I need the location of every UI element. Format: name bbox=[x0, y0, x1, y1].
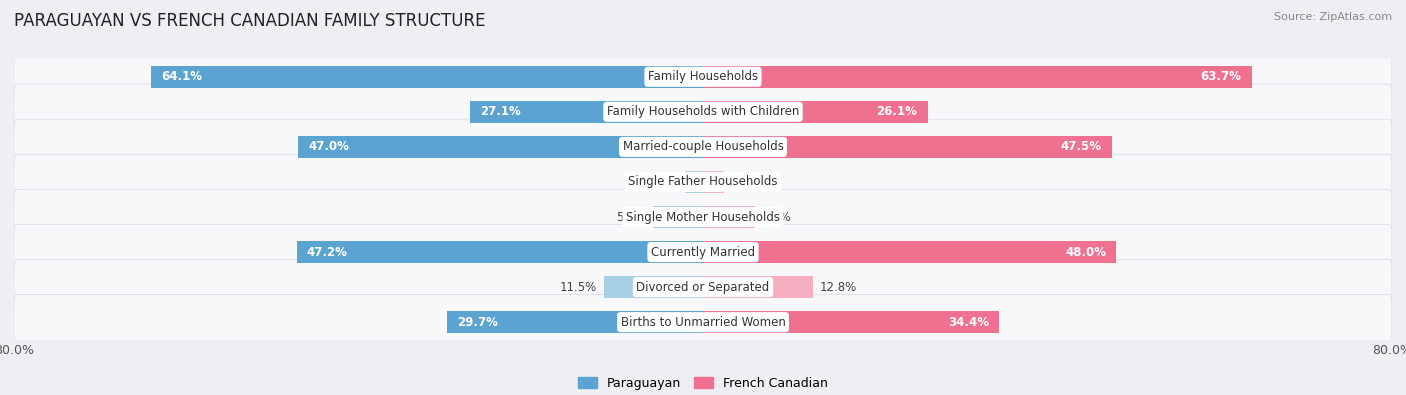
Text: 63.7%: 63.7% bbox=[1201, 70, 1241, 83]
Text: Family Households with Children: Family Households with Children bbox=[607, 105, 799, 118]
FancyBboxPatch shape bbox=[14, 295, 1392, 350]
Bar bbox=[703, 241, 1116, 263]
FancyBboxPatch shape bbox=[14, 49, 1392, 104]
Text: PARAGUAYAN VS FRENCH CANADIAN FAMILY STRUCTURE: PARAGUAYAN VS FRENCH CANADIAN FAMILY STR… bbox=[14, 12, 485, 30]
Bar bbox=[703, 276, 813, 298]
Text: 6.0%: 6.0% bbox=[762, 211, 792, 224]
Text: Family Households: Family Households bbox=[648, 70, 758, 83]
Text: 2.1%: 2.1% bbox=[648, 175, 678, 188]
FancyBboxPatch shape bbox=[14, 154, 1392, 210]
Bar bbox=[703, 206, 755, 228]
FancyBboxPatch shape bbox=[14, 119, 1392, 175]
Bar bbox=[685, 171, 703, 193]
Bar bbox=[447, 311, 703, 333]
Text: Births to Unmarried Women: Births to Unmarried Women bbox=[620, 316, 786, 329]
Text: Currently Married: Currently Married bbox=[651, 246, 755, 259]
Text: Married-couple Households: Married-couple Households bbox=[623, 140, 783, 153]
Text: 27.1%: 27.1% bbox=[479, 105, 520, 118]
Bar bbox=[470, 101, 703, 123]
Text: 47.2%: 47.2% bbox=[307, 246, 347, 259]
Bar bbox=[605, 276, 703, 298]
FancyBboxPatch shape bbox=[14, 189, 1392, 245]
Text: Divorced or Separated: Divorced or Separated bbox=[637, 280, 769, 293]
Text: 5.8%: 5.8% bbox=[617, 211, 647, 224]
Text: Single Father Households: Single Father Households bbox=[628, 175, 778, 188]
Bar bbox=[297, 241, 703, 263]
FancyBboxPatch shape bbox=[14, 84, 1392, 139]
Bar bbox=[703, 171, 724, 193]
Text: 47.5%: 47.5% bbox=[1060, 140, 1102, 153]
Text: 26.1%: 26.1% bbox=[876, 105, 918, 118]
Text: Source: ZipAtlas.com: Source: ZipAtlas.com bbox=[1274, 12, 1392, 22]
Text: 64.1%: 64.1% bbox=[162, 70, 202, 83]
Text: 2.4%: 2.4% bbox=[731, 175, 761, 188]
Bar bbox=[652, 206, 703, 228]
Text: 29.7%: 29.7% bbox=[457, 316, 499, 329]
Bar bbox=[703, 101, 928, 123]
FancyBboxPatch shape bbox=[14, 260, 1392, 315]
Text: 12.8%: 12.8% bbox=[820, 280, 858, 293]
Bar bbox=[703, 311, 1000, 333]
Text: 34.4%: 34.4% bbox=[948, 316, 988, 329]
Bar bbox=[150, 66, 703, 88]
Text: 47.0%: 47.0% bbox=[308, 140, 350, 153]
Text: 48.0%: 48.0% bbox=[1064, 246, 1107, 259]
Text: Single Mother Households: Single Mother Households bbox=[626, 211, 780, 224]
FancyBboxPatch shape bbox=[14, 224, 1392, 280]
Bar bbox=[703, 66, 1251, 88]
Bar bbox=[298, 136, 703, 158]
Bar bbox=[703, 136, 1112, 158]
Legend: Paraguayan, French Canadian: Paraguayan, French Canadian bbox=[574, 372, 832, 395]
Text: 11.5%: 11.5% bbox=[560, 280, 598, 293]
